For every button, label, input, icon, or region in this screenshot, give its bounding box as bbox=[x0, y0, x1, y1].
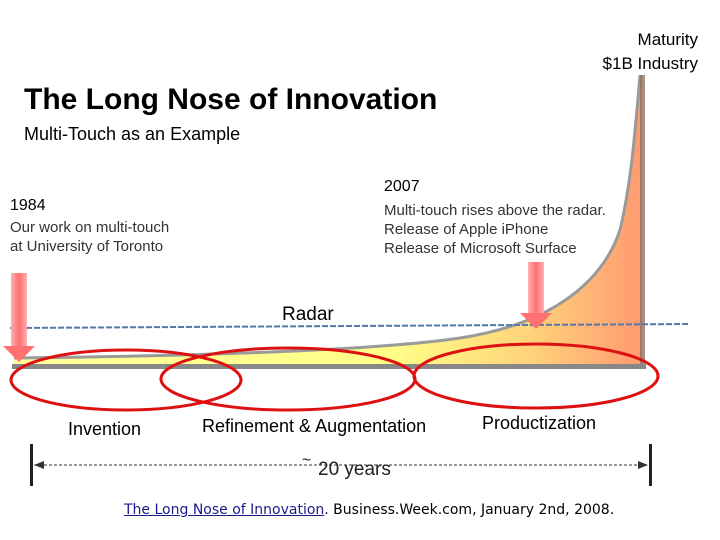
year-2007: 2007 bbox=[384, 178, 420, 195]
curve-baseline bbox=[12, 364, 646, 369]
milestone-2007-line2: Release of Apple iPhone bbox=[384, 221, 549, 238]
timespan-label: 20 years bbox=[318, 459, 391, 480]
timespan-bracket bbox=[30, 444, 652, 486]
maturity-label: Maturity $1B Industry bbox=[603, 28, 698, 76]
page-title: The Long Nose of Innovation bbox=[24, 83, 438, 116]
year-1984: 1984 bbox=[10, 197, 46, 214]
productization-ellipse bbox=[412, 342, 660, 410]
phase-invention-label: Invention bbox=[68, 419, 142, 439]
arrow-2007 bbox=[520, 262, 552, 329]
page-subtitle: Multi-Touch as an Example bbox=[24, 124, 241, 144]
curve-right-edge bbox=[640, 75, 645, 368]
invention-ellipse bbox=[9, 348, 243, 412]
adoption-curve-area bbox=[14, 75, 642, 368]
citation: The Long Nose of Innovation. Business.We… bbox=[124, 502, 614, 518]
milestone-2007-line3: Release of Microsoft Surface bbox=[384, 240, 577, 257]
citation-link[interactable]: The Long Nose of Innovation bbox=[124, 502, 325, 518]
citation-source: . Business.Week.com, January 2nd, 2008. bbox=[324, 502, 615, 518]
arrow-1984 bbox=[3, 273, 35, 362]
milestone-1984-description: Our work on multi-touch at University of… bbox=[10, 218, 169, 256]
milestone-1984-line2: at University of Toronto bbox=[10, 238, 164, 255]
milestone-2007-line1: Multi-touch rises above the radar. bbox=[384, 202, 606, 219]
phase-productization-label: Productization bbox=[482, 413, 597, 433]
phase-refinement-label: Refinement & Augmentation bbox=[202, 416, 427, 436]
milestone-1984-line1: Our work on multi-touch bbox=[10, 219, 170, 236]
timespan-tilde: ~ bbox=[302, 452, 312, 469]
milestone-2007-description: Multi-touch rises above the radar. Relea… bbox=[384, 201, 606, 258]
radar-line bbox=[9, 323, 691, 329]
maturity-line2: $1B Industry bbox=[602, 54, 698, 73]
radar-label: Radar bbox=[282, 304, 334, 325]
maturity-line1: Maturity bbox=[637, 30, 698, 49]
